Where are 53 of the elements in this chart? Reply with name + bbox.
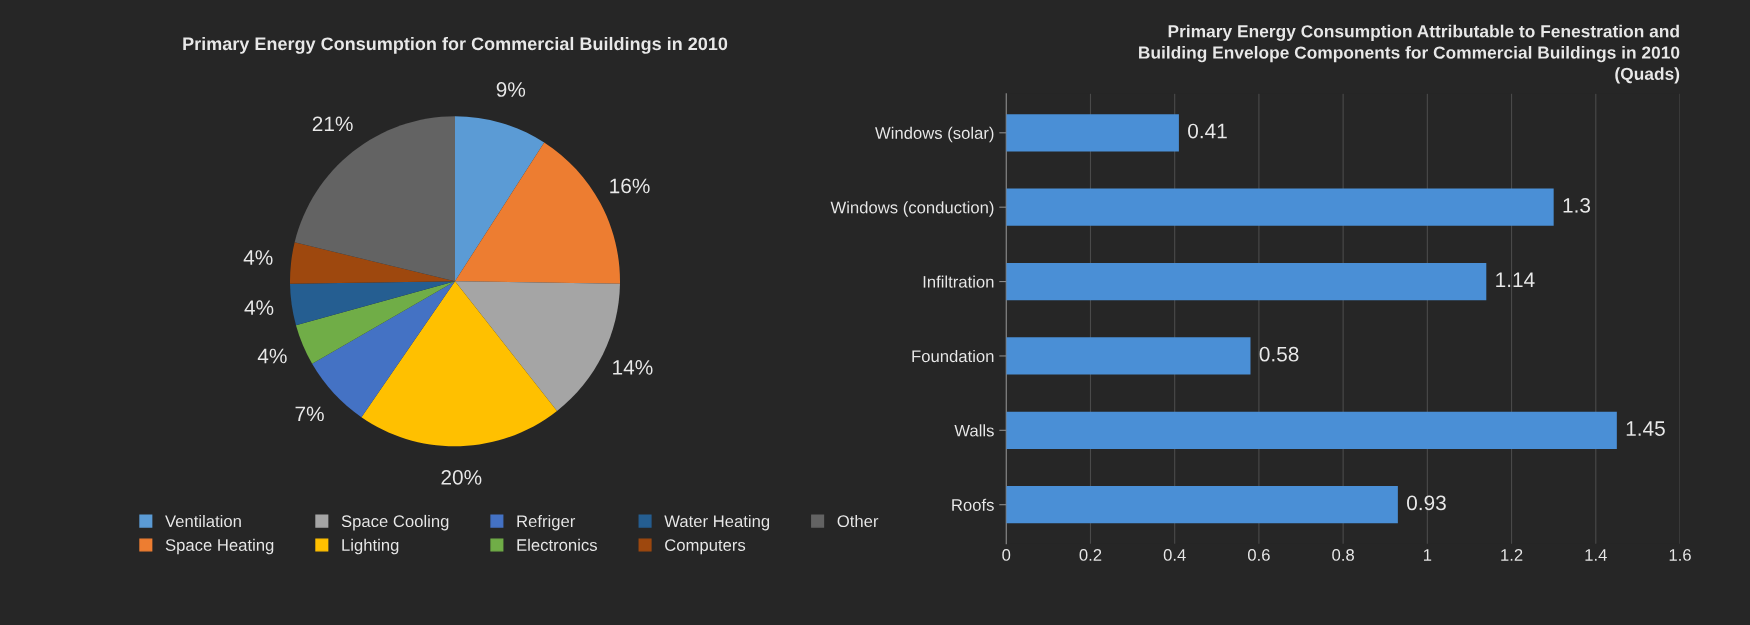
bar xyxy=(1006,486,1398,524)
legend-label: Refriger xyxy=(517,514,576,531)
data-label: 7% xyxy=(295,406,324,422)
pie-slice xyxy=(290,281,455,326)
pie-slice xyxy=(295,281,455,364)
x-tick-label: 0.6 xyxy=(1247,549,1270,561)
legend-label: Water Heating xyxy=(664,514,770,531)
y-tick-label: Windows (conduction) xyxy=(830,201,994,217)
x-tick-label: 0.4 xyxy=(1163,549,1186,561)
pie-slice xyxy=(361,281,557,447)
chart-title: Primary Energy Consumption Attributable to Fenestration and Building Envelope Components for Commercial Buildings in 2010 (Quads) xyxy=(1139,24,1680,84)
legend-label: Ventilation xyxy=(165,514,241,528)
legend-label: Computers xyxy=(665,539,746,555)
x-tick-label: 1 xyxy=(1423,549,1432,561)
legend-label: Electronics xyxy=(517,538,597,551)
y-tick-label: Infiltration xyxy=(923,275,994,288)
data-label: 4% xyxy=(244,300,274,315)
x-tick-label: 1.6 xyxy=(1669,549,1691,561)
data-label: 0.93 xyxy=(1407,495,1446,511)
data-label: 1.45 xyxy=(1626,421,1665,436)
bar xyxy=(1006,262,1487,301)
bar xyxy=(1006,411,1617,449)
y-tick-label: Roofs xyxy=(952,498,994,511)
bar xyxy=(1006,188,1554,226)
data-label: 14% xyxy=(613,360,653,375)
data-label: 0.41 xyxy=(1188,123,1227,139)
legend-label: Other xyxy=(837,514,879,528)
x-tick-label: 0.8 xyxy=(1332,549,1354,561)
chart-title: Primary Energy Consumption for Commercial Buildings in 2010 xyxy=(183,36,728,54)
data-label: 16% xyxy=(610,178,650,194)
bar xyxy=(1006,114,1179,152)
data-label: 0.58 xyxy=(1259,346,1299,362)
data-label: 20% xyxy=(441,469,482,485)
bar xyxy=(1006,337,1251,375)
y-tick-label: Windows (solar) xyxy=(875,126,994,143)
data-label: 9% xyxy=(496,82,526,97)
y-tick-label: Walls xyxy=(954,424,994,437)
data-label: 4% xyxy=(243,250,273,265)
legend-label: Space Cooling xyxy=(341,514,449,531)
legend-label: Lighting xyxy=(342,538,399,555)
legend-label: Space Heating xyxy=(165,538,274,555)
x-tick-label: 1.2 xyxy=(1501,549,1523,561)
data-label: 4% xyxy=(257,348,287,364)
y-tick-label: Foundation xyxy=(912,349,994,363)
data-label: 1.3 xyxy=(1563,198,1591,213)
data-label: 21% xyxy=(312,116,353,132)
pie-slice xyxy=(294,116,455,282)
x-tick-label: 0 xyxy=(1002,549,1011,561)
x-tick-label: 0.2 xyxy=(1079,549,1102,561)
data-label: 1.14 xyxy=(1496,272,1535,287)
pie-slice xyxy=(455,116,545,282)
x-tick-label: 1.4 xyxy=(1585,549,1607,561)
pie-slice xyxy=(290,242,455,284)
